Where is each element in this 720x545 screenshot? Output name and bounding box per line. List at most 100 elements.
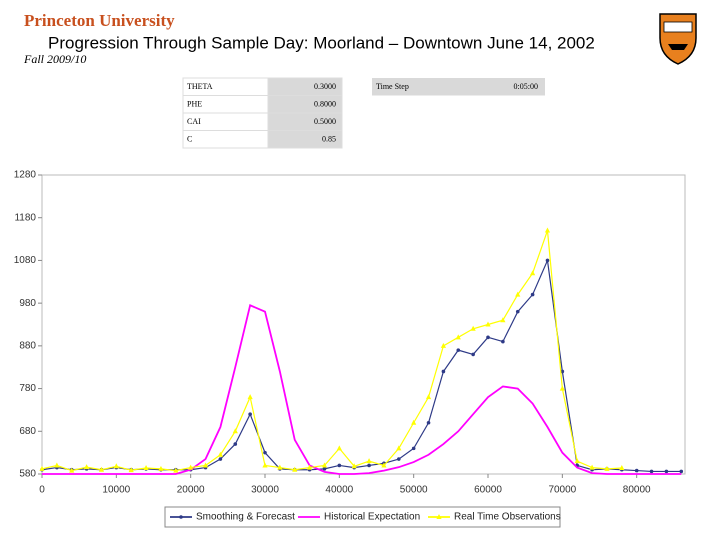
university: Princeton University <box>24 11 175 30</box>
point <box>202 462 209 468</box>
param-value: 0.8000 <box>314 99 336 108</box>
time-step-value: 0:05:00 <box>514 82 538 91</box>
y-tick-label: 780 <box>19 383 36 394</box>
point <box>128 467 134 473</box>
x-tick-label: 0 <box>39 485 45 496</box>
point <box>530 292 535 297</box>
point <box>664 469 669 474</box>
value-cell <box>267 130 343 149</box>
point <box>292 466 298 472</box>
point <box>560 369 565 374</box>
legend <box>164 506 561 528</box>
shield <box>659 13 697 65</box>
slide-title: Progression Through Sample Day: Moorland… <box>48 33 595 52</box>
x-tick-label: 30000 <box>251 485 279 496</box>
point <box>98 466 105 472</box>
point <box>634 468 639 473</box>
point <box>247 394 253 400</box>
point <box>321 462 328 468</box>
point <box>232 428 238 434</box>
point <box>233 442 238 446</box>
x-tick-label: 40000 <box>325 485 353 496</box>
point <box>574 458 580 464</box>
point <box>471 352 475 357</box>
point <box>336 445 342 451</box>
param-name: PHE <box>187 99 202 108</box>
plot-area <box>41 174 686 475</box>
point <box>217 451 224 457</box>
y-tick-label: 1080 <box>14 255 37 266</box>
plot: 580 680 780 880 980 1080 1180 1280 0 10000 20000 30… <box>14 170 684 496</box>
time-step-label: Time Step <box>376 82 409 91</box>
point <box>396 445 402 451</box>
param-name: CAI <box>187 117 201 126</box>
parameter-table: THETA 0.3000 PHE 0.8000 CAI 0.5000 C 0.85 Time S… <box>182 77 545 149</box>
point <box>501 339 505 344</box>
legend-label: Real Time Observations <box>454 512 561 523</box>
y-tick-label: 1180 <box>14 212 36 223</box>
point <box>485 321 491 327</box>
point <box>679 469 684 474</box>
point <box>39 465 45 471</box>
param-name: C <box>187 134 192 143</box>
point <box>248 412 252 417</box>
x-tick-label: 50000 <box>400 485 428 496</box>
series-line <box>42 304 682 475</box>
y-tick-label: 880 <box>19 340 36 351</box>
param-value: 0.5000 <box>314 117 336 126</box>
point <box>619 465 625 471</box>
point <box>544 227 551 233</box>
point <box>218 457 223 461</box>
point <box>589 464 595 470</box>
point <box>559 385 565 391</box>
point <box>367 463 371 468</box>
x-tick-label: 10000 <box>102 485 130 496</box>
series-line <box>41 230 622 472</box>
point <box>436 514 442 519</box>
point <box>411 419 417 425</box>
point <box>440 342 447 348</box>
point <box>545 258 550 263</box>
point <box>426 420 431 425</box>
point <box>530 270 536 276</box>
point <box>113 463 119 469</box>
legend-label: Smoothing & Forecast <box>196 512 295 523</box>
label-cell <box>182 130 269 149</box>
y-tick-label: 580 <box>19 469 36 480</box>
term: Fall 2009/10 <box>23 52 86 66</box>
point <box>337 463 342 468</box>
point <box>322 467 327 471</box>
point <box>515 309 520 314</box>
x-tick-label: 60000 <box>474 485 502 496</box>
param-name: THETA <box>187 82 213 91</box>
point <box>307 464 313 470</box>
point <box>425 394 432 400</box>
point <box>158 465 164 471</box>
point <box>173 467 179 473</box>
point <box>515 291 521 297</box>
param-value: 0.85 <box>322 134 336 143</box>
param-value: 0.3000 <box>314 82 336 91</box>
point <box>455 334 461 340</box>
time-step-cell <box>372 78 545 96</box>
point <box>456 348 461 352</box>
point <box>397 457 401 461</box>
point <box>604 465 610 471</box>
point <box>143 465 149 471</box>
point <box>69 467 75 473</box>
point <box>262 462 268 468</box>
point <box>441 369 446 374</box>
point <box>366 458 372 464</box>
y-tick-label: 980 <box>19 298 36 309</box>
x-tick-label: 70000 <box>548 485 576 496</box>
point <box>277 464 283 470</box>
point <box>381 462 387 468</box>
point <box>649 469 654 474</box>
y-tick-label: 680 <box>19 426 36 437</box>
x-tick-label: 20000 <box>177 485 205 496</box>
point <box>84 464 90 470</box>
point <box>351 463 357 469</box>
point <box>263 450 267 455</box>
legend-label: Historical Expectation <box>324 512 420 523</box>
